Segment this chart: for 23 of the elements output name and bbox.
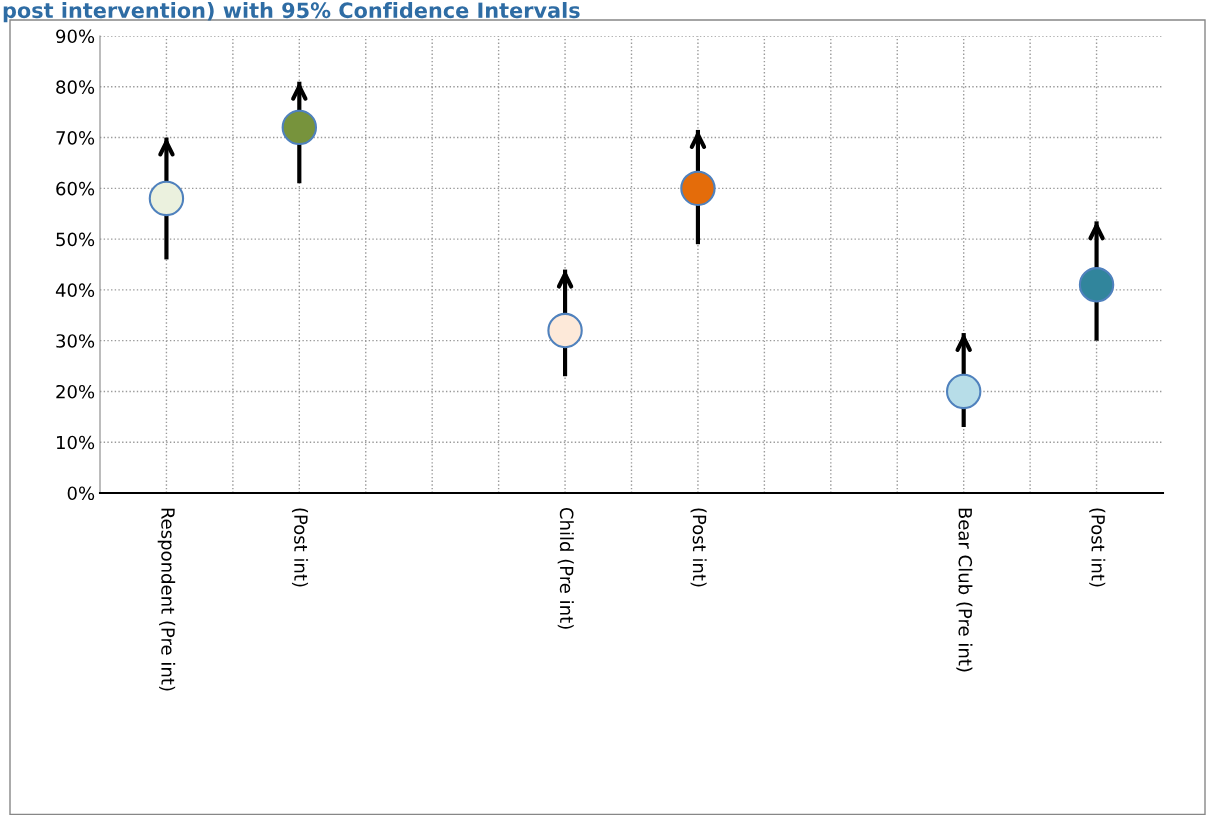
y-tick-label: 20% (56, 384, 95, 399)
point (945, 373, 982, 410)
x-tick-label: (Post int) (291, 508, 309, 587)
y-tick-label: 0% (67, 486, 95, 501)
x-tick-label: (Post int) (1089, 508, 1106, 587)
y-tick-label: 70% (56, 131, 95, 145)
y-tick-label: 40% (55, 283, 95, 298)
x-tick-label: Respondent (Pre int) (157, 508, 176, 691)
point (148, 180, 185, 217)
point (281, 109, 318, 146)
point (1078, 267, 1115, 303)
x-tick-label: Bear Club (Pre int) (956, 508, 973, 672)
y-tick-label: 50% (56, 232, 95, 247)
chart-title: post intervention) with 95% Confidence Intervals (3, 2, 580, 23)
y-tick-label: 30% (56, 334, 95, 348)
y-tick-label: 60% (56, 181, 95, 196)
y-tick-label: 80% (56, 80, 95, 94)
point (547, 312, 583, 349)
y-tick-label: 10% (56, 435, 95, 450)
x-tick-label: Child (Pre int) (557, 507, 574, 629)
y-tick-label: 90% (56, 29, 95, 44)
point (680, 170, 716, 207)
x-tick-label: (Post int) (690, 508, 707, 587)
